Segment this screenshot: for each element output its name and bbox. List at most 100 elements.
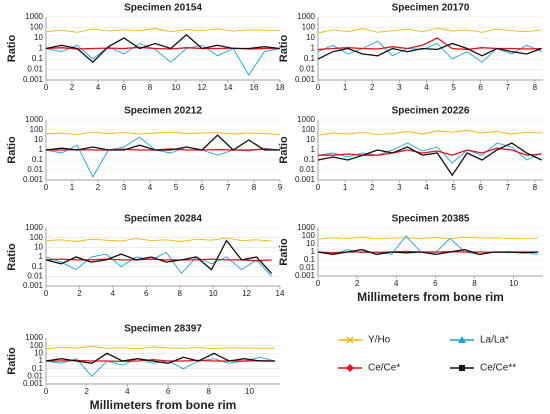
- series-line: [317, 130, 542, 136]
- x-tick-label: 1: [70, 183, 75, 192]
- y-tick-label: 0.1: [304, 255, 316, 264]
- y-tick-label: 1000: [25, 223, 43, 232]
- series-line: [45, 251, 272, 277]
- panel-title: Specimen 20212: [124, 106, 202, 117]
- panel-title: Specimen 20170: [392, 3, 470, 14]
- x-tick-label: 6: [433, 279, 438, 288]
- y-tick-label: 0.1: [304, 54, 316, 63]
- x-tick-label: 6: [144, 289, 149, 298]
- x-tick-label: 6: [478, 83, 483, 92]
- series-line: [45, 33, 281, 64]
- y-tick-label: 1: [39, 252, 44, 261]
- x-tick-label: 8: [472, 279, 477, 288]
- legend-marker: [346, 364, 354, 372]
- y-tick-label: 100: [302, 231, 316, 240]
- y-tick-label: 10: [306, 33, 315, 42]
- y-tick-label: 1: [311, 247, 316, 256]
- y-tick-label: 0.001: [295, 175, 316, 184]
- y-axis-label: Ratio: [6, 243, 18, 271]
- y-tick-label: 0.001: [23, 281, 44, 290]
- x-tick-label: 7: [226, 183, 231, 192]
- x-tick-label: 18: [276, 83, 285, 92]
- y-tick-label: 1: [39, 356, 44, 365]
- panel-title: Specimen 20226: [392, 106, 470, 117]
- x-tick-label: 12: [242, 289, 251, 298]
- x-tick-label: 2: [70, 83, 75, 92]
- x-tick-label: 4: [394, 279, 399, 288]
- x-tick-label: 4: [96, 83, 101, 92]
- y-tick-label: 1: [311, 145, 316, 154]
- x-tick-label: 6: [478, 183, 483, 192]
- y-tick-label: 1000: [25, 12, 43, 21]
- y-tick-label: 10: [34, 135, 43, 144]
- y-tick-label: 10: [34, 33, 43, 42]
- legend-label: Y/Ho: [368, 335, 391, 346]
- x-tick-label: 16: [250, 83, 259, 92]
- y-tick-label: 100: [30, 341, 44, 350]
- series-line: [46, 358, 275, 363]
- x-tick-label: 5: [451, 183, 456, 192]
- panel-title: Specimen 28397: [124, 324, 202, 335]
- x-tick-label: 8: [207, 387, 212, 396]
- x-tick-label: 8: [533, 83, 538, 92]
- x-tick-label: 2: [77, 289, 82, 298]
- x-tick-label: 3: [397, 83, 402, 92]
- x-tick-label: 2: [370, 183, 375, 192]
- y-axis-label: Ratio: [278, 238, 290, 266]
- x-tick-label: 0: [44, 289, 49, 298]
- y-tick-label: 1: [311, 44, 316, 53]
- panel-title: Specimen 20284: [124, 214, 202, 225]
- series-line: [45, 134, 280, 151]
- series-line: [45, 237, 272, 242]
- x-tick-label: 8: [252, 183, 257, 192]
- y-tick-label: 1000: [25, 115, 43, 124]
- x-axis-label: Millimeters from bone rim: [357, 290, 504, 304]
- x-tick-label: 2: [355, 279, 360, 288]
- x-tick-label: 12: [198, 83, 207, 92]
- legend-label: Ce/Ce**: [480, 363, 516, 374]
- series-line: [318, 147, 542, 156]
- y-axis-label: Ratio: [6, 136, 18, 164]
- y-tick-label: 100: [302, 23, 316, 32]
- x-tick-label: 14: [276, 289, 285, 298]
- series-line: [45, 131, 281, 136]
- x-tick-label: 0: [44, 387, 49, 396]
- series-line: [45, 28, 281, 33]
- x-tick-label: 0: [316, 183, 321, 192]
- x-tick-label: 8: [177, 289, 182, 298]
- x-tick-label: 0: [44, 183, 49, 192]
- series-line: [317, 27, 542, 34]
- y-tick-label: 100: [302, 125, 316, 134]
- x-tick-label: 6: [166, 387, 171, 396]
- x-tick-label: 8: [533, 183, 538, 192]
- x-tick-label: 3: [397, 183, 402, 192]
- x-tick-label: 4: [111, 289, 116, 298]
- x-tick-label: 10: [245, 387, 254, 396]
- x-tick-label: 1: [343, 83, 348, 92]
- y-axis-label: Ratio: [278, 34, 290, 62]
- x-tick-label: 5: [451, 83, 456, 92]
- y-tick-label: 0.1: [32, 155, 44, 164]
- y-tick-label: 1000: [25, 333, 43, 342]
- x-tick-label: 1: [343, 183, 348, 192]
- legend-marker: [459, 365, 465, 371]
- y-tick-label: 1000: [297, 115, 315, 124]
- y-tick-label: 0.01: [27, 65, 43, 74]
- x-tick-label: 2: [370, 83, 375, 92]
- y-tick-label: 0.01: [299, 165, 315, 174]
- x-tick-label: 6: [200, 183, 205, 192]
- x-tick-label: 4: [424, 183, 429, 192]
- series-line: [45, 345, 275, 350]
- series-line: [317, 37, 542, 51]
- y-tick-label: 0.01: [27, 371, 43, 380]
- x-tick-label: 7: [506, 83, 511, 92]
- x-tick-label: 3: [122, 183, 127, 192]
- x-tick-label: 4: [424, 83, 429, 92]
- y-tick-label: 0.001: [23, 175, 44, 184]
- x-axis-label: Millimeters from bone rim: [90, 398, 237, 412]
- y-tick-label: 0.1: [304, 155, 316, 164]
- x-tick-label: 4: [125, 387, 130, 396]
- y-tick-label: 0.01: [27, 271, 43, 280]
- y-tick-label: 10: [34, 242, 43, 251]
